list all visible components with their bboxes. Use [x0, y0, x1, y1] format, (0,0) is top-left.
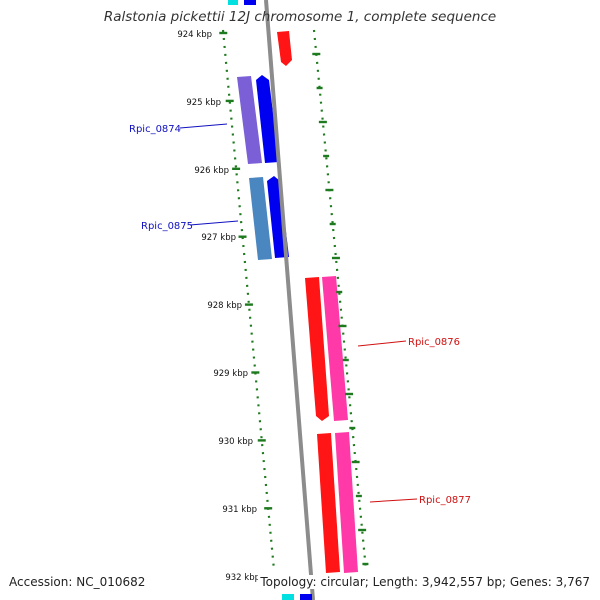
gene-red-upper — [277, 31, 292, 66]
tick-label: 932 kbp — [225, 573, 260, 583]
gene-cyan-partial-bottom — [282, 594, 294, 600]
leader-rpic-0874 — [179, 123, 228, 129]
gene-rpic-0876-pink — [322, 276, 348, 421]
top-partial-genes — [228, 0, 256, 5]
tick-label: 924 kbp — [177, 30, 212, 40]
gene-name-labels: Rpic_0874 Rpic_0875 Rpic_0876 Rpic_0877 — [129, 124, 471, 506]
gene-label-rpic-0874[interactable]: Rpic_0874 — [129, 124, 181, 135]
gene-rpic-0874-inner — [237, 76, 262, 164]
chromosome-backbone — [264, 0, 315, 600]
gene-red-928 — [305, 277, 329, 421]
tick-label: 927 kbp — [201, 233, 236, 243]
right-tick-marks — [312, 52, 369, 566]
leader-rpic-0877 — [369, 498, 418, 503]
tick-label: 929 kbp — [213, 369, 248, 379]
gene-blue-partial-bottom — [300, 594, 312, 600]
leader-rpic-0876 — [357, 340, 407, 347]
tick-label: 928 kbp — [207, 301, 242, 311]
gene-red-930 — [317, 433, 340, 573]
tick-labels: 924 kbp 925 kbp 926 kbp 927 kbp 928 kbp … — [177, 30, 260, 583]
gene-label-rpic-0877[interactable]: Rpic_0877 — [419, 495, 471, 506]
gene-label-rpic-0875[interactable]: Rpic_0875 — [141, 221, 193, 232]
gene-blue-partial-top — [244, 0, 256, 5]
tick-label: 930 kbp — [218, 437, 253, 447]
gene-rpic-0875-inner — [249, 177, 272, 260]
tick-label: 926 kbp — [194, 166, 229, 176]
tick-label: 925 kbp — [186, 98, 221, 108]
bottom-partial-genes — [282, 594, 312, 600]
map-title: Ralstonia pickettii 12J chromosome 1, co… — [103, 9, 497, 25]
gene-blue-925 — [256, 75, 279, 163]
gene-cyan-partial — [228, 0, 238, 5]
topology-summary: Topology: circular; Length: 3,942,557 bp… — [258, 575, 590, 589]
gene-label-rpic-0876[interactable]: Rpic_0876 — [408, 337, 460, 348]
leader-rpic-0875 — [189, 220, 239, 226]
tick-label: 931 kbp — [222, 505, 257, 515]
gene-leader-lines — [179, 123, 418, 503]
gene-rpic-0877-pink — [335, 432, 358, 573]
accession-text: Accession: NC_010682 — [9, 575, 146, 589]
